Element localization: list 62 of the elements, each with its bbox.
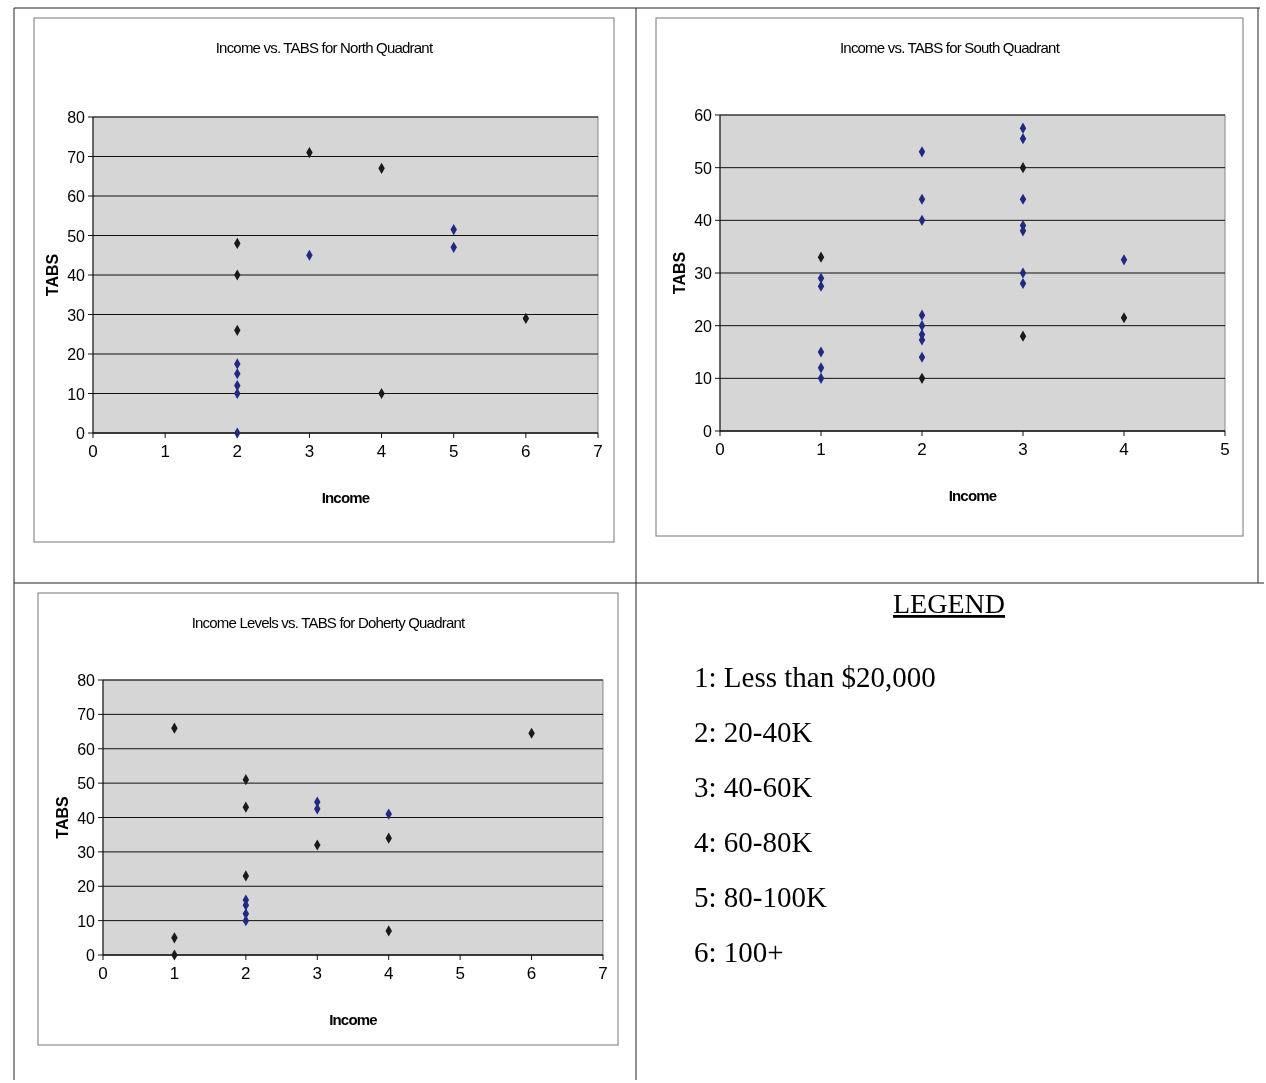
text: 5: 80-100K [694,881,827,913]
y-axis-title: TABS [44,253,61,297]
x-tick-label: 6 [526,964,537,983]
y-tick-label: 40 [694,212,713,230]
x-tick-label: 5 [1220,440,1230,459]
x-tick-label: 4 [1119,440,1129,459]
y-tick-label: 40 [77,809,96,827]
y-tick-label: 50 [77,775,96,793]
chart-title: Income vs. TABS for North Quadrant [215,39,434,56]
text: 2: 20-40K [694,716,813,748]
x-tick-label: 0 [715,440,725,459]
y-tick-label: 80 [77,672,96,689]
x-tick-label: 5 [448,442,459,461]
x-tick-label: 2 [232,442,243,461]
text: 1: Less than $20,000 [694,661,936,693]
y-tick-label: 30 [77,843,96,861]
y-tick-label: 60 [77,740,96,758]
y-tick-label: 70 [77,706,96,724]
x-axis-title: Income [321,489,370,506]
x-tick-label: 1 [169,964,180,983]
x-tick-label: 3 [304,442,315,461]
y-tick-label: 10 [67,385,86,403]
y-tick-label: 0 [703,423,713,440]
chart-title: Income vs. TABS for South Quadrant [839,39,1061,56]
y-tick-label: 0 [76,425,86,442]
y-tick-label: 40 [67,267,86,284]
y-tick-label: 50 [67,227,86,245]
x-tick-label: 6 [521,442,531,461]
x-tick-label: 3 [1018,440,1028,459]
y-tick-label: 20 [77,878,96,896]
y-tick-label: 30 [67,306,86,324]
y-axis-title: TABS [671,251,688,295]
x-axis-title: Income [948,487,997,504]
y-tick-label: 0 [86,947,96,964]
chart-title: Income Levels vs. TABS for Doherty Quadrant [191,614,466,631]
x-tick-label: 4 [383,964,394,983]
y-tick-label: 30 [694,265,713,282]
y-tick-label: 50 [694,159,713,177]
y-tick-label: 10 [77,912,96,930]
x-tick-label: 0 [98,964,108,983]
y-tick-label: 20 [694,317,713,335]
text: LEGEND [893,588,1005,619]
y-tick-label: 80 [67,109,86,126]
x-tick-label: 1 [160,442,170,461]
x-tick-label: 1 [816,440,826,459]
x-axis-title: Income [329,1011,378,1028]
y-tick-label: 70 [67,148,86,166]
x-tick-label: 3 [312,964,323,983]
y-axis-title: TABS [54,795,71,839]
text: 4: 60-80K [694,826,813,858]
x-tick-label: 2 [917,440,927,459]
x-tick-label: 7 [593,442,603,461]
text: 3: 40-60K [694,771,813,803]
y-tick-label: 60 [67,188,86,205]
x-tick-label: 2 [241,964,251,983]
y-tick-label: 20 [67,346,86,363]
text: 6: 100+ [694,936,784,968]
y-tick-label: 10 [694,370,713,388]
x-tick-label: 7 [598,964,608,983]
x-tick-label: 5 [455,964,465,983]
y-tick-label: 60 [694,107,713,124]
x-tick-label: 4 [376,442,387,461]
